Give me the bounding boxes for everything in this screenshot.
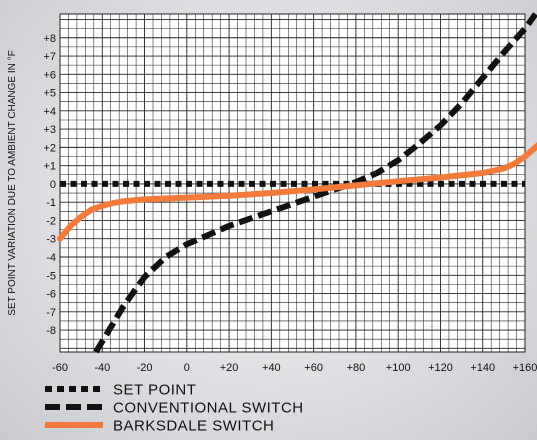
y-tick-label: 0 bbox=[50, 179, 56, 191]
y-tick-label: +1 bbox=[43, 161, 56, 173]
legend-label-2: CONVENTIONAL SWITCH bbox=[113, 400, 304, 417]
y-tick-label: -3 bbox=[46, 234, 56, 246]
y-tick-label: -1 bbox=[46, 197, 56, 209]
x-tick-labels: -60 -40 -20 0 +20 +40 +60 +80 +100 +120 +140 +160 bbox=[52, 362, 537, 374]
x-tick-label: +100 bbox=[386, 362, 411, 374]
y-tick-label: -7 bbox=[46, 307, 56, 319]
y-tick-label: +8 bbox=[43, 33, 56, 45]
y-tick-label: +7 bbox=[43, 51, 56, 63]
y-tick-label: +2 bbox=[43, 142, 56, 154]
y-tick-label: -6 bbox=[46, 289, 56, 301]
x-tick-label: +60 bbox=[304, 362, 323, 374]
x-tick-label: +120 bbox=[428, 362, 453, 374]
y-tick-label: +5 bbox=[43, 88, 56, 100]
y-tick-label: -5 bbox=[46, 270, 56, 282]
x-tick-label: 0 bbox=[184, 362, 190, 374]
x-tick-label: +40 bbox=[262, 362, 281, 374]
x-tick-label: -40 bbox=[94, 362, 110, 374]
x-tick-label: +20 bbox=[220, 362, 239, 374]
x-tick-label: -60 bbox=[52, 362, 68, 374]
series-group bbox=[57, 12, 537, 354]
x-tick-label: +140 bbox=[470, 362, 495, 374]
y-tick-labels: +8 +7 +6 +5 +4 +3 +2 +1 0 -1 -2 -3 -4 -5 -6 -7 -8 bbox=[43, 33, 56, 337]
legend-label-3: BARKSDALE SWITCH bbox=[113, 418, 274, 435]
series-line-2 bbox=[93, 12, 537, 354]
y-tick-label: -8 bbox=[46, 325, 56, 337]
series-line-3 bbox=[57, 142, 537, 242]
legend-label-1: SET POINT bbox=[113, 382, 196, 399]
y-tick-label: +4 bbox=[43, 106, 56, 118]
y-tick-label: +3 bbox=[43, 124, 56, 136]
x-tick-label: -20 bbox=[137, 362, 153, 374]
y-tick-label: -2 bbox=[46, 215, 56, 227]
y-axis-label: SET POINT VARIATION DUE TO AMBIENT CHANG… bbox=[7, 50, 18, 316]
x-tick-label: +160 bbox=[513, 362, 537, 374]
y-tick-label: +6 bbox=[43, 69, 56, 81]
x-tick-label: +80 bbox=[347, 362, 366, 374]
y-tick-label: -4 bbox=[46, 252, 56, 264]
